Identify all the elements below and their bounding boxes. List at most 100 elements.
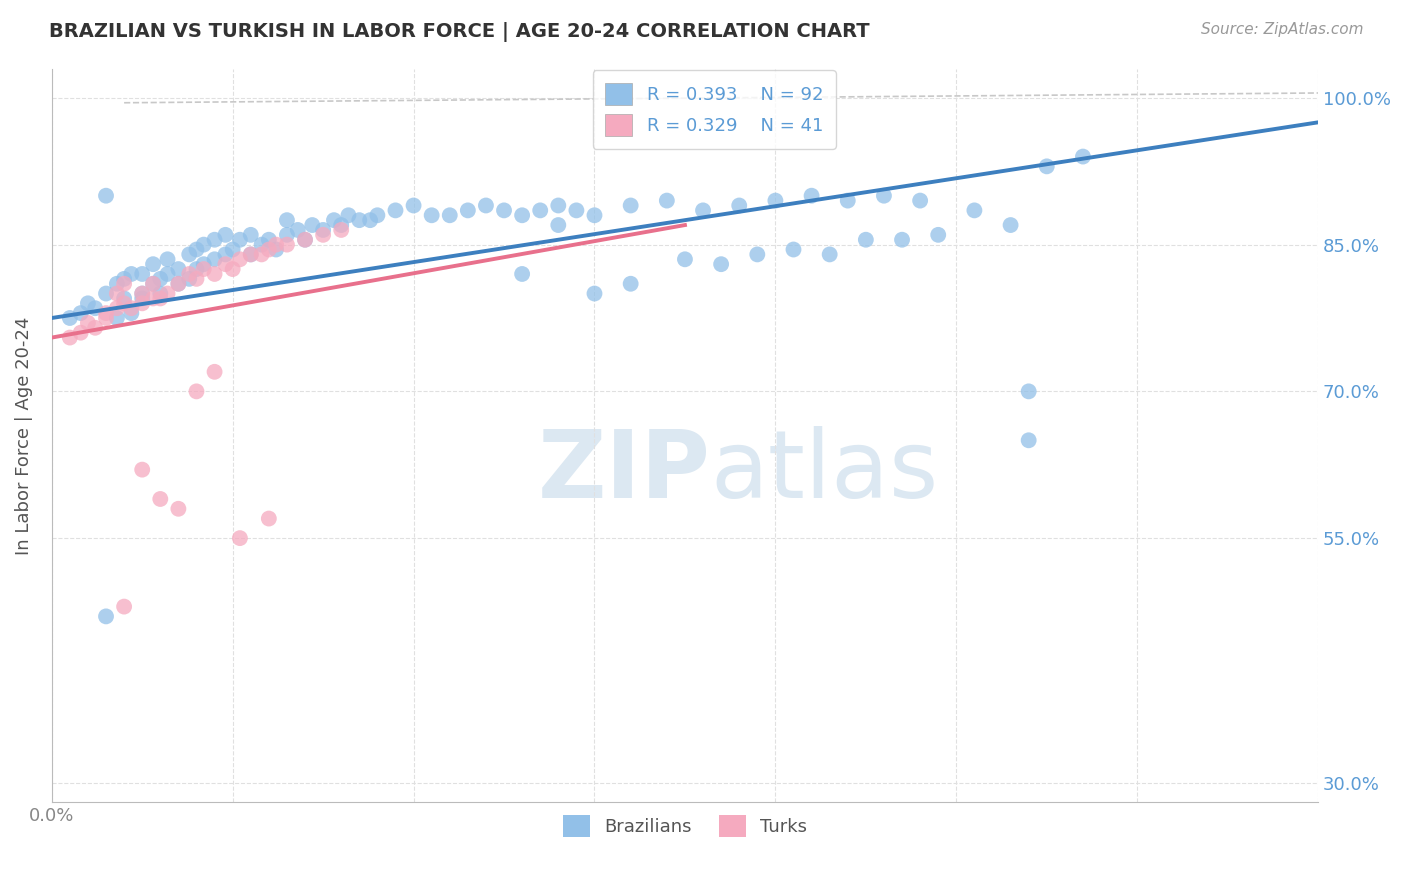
Point (94, 188, 117, 202)
Point (69, 306, 91, 320)
Point (142, 292, 165, 306)
Point (301, 218, 323, 232)
Point (710, 257, 733, 271)
Point (257, 243, 280, 257)
Point (330, 223, 353, 237)
Point (193, 262, 215, 277)
Point (673, 252, 696, 267)
Point (142, 257, 165, 271)
Point (963, 203, 986, 218)
Point (94, 310, 117, 325)
Point (1036, 159, 1059, 173)
Point (229, 252, 252, 267)
Point (105, 277, 128, 291)
Point (420, 208, 443, 222)
Point (214, 227, 236, 242)
Point (457, 203, 479, 218)
Point (276, 237, 298, 252)
Point (149, 272, 172, 286)
Text: atlas: atlas (710, 426, 939, 518)
Point (131, 296, 153, 310)
Point (384, 203, 406, 218)
Point (908, 194, 931, 208)
Point (264, 237, 287, 252)
Point (131, 292, 153, 306)
Point (264, 243, 287, 257)
Point (891, 233, 914, 247)
Point (59, 310, 82, 325)
Point (156, 286, 179, 301)
Point (112, 296, 135, 310)
Point (94, 306, 117, 320)
Point (547, 198, 569, 212)
Point (800, 188, 823, 202)
Point (855, 233, 877, 247)
Point (120, 306, 142, 320)
Text: BRAZILIAN VS TURKISH IN LABOR FORCE | AGE 20-24 CORRELATION CHART: BRAZILIAN VS TURKISH IN LABOR FORCE | AG… (49, 22, 870, 42)
Point (229, 531, 252, 545)
Point (1018, 434, 1040, 448)
Point (620, 277, 643, 291)
Point (105, 301, 128, 316)
Point (84, 320, 107, 334)
Point (439, 208, 461, 222)
Point (167, 277, 190, 291)
Point (131, 267, 153, 281)
Point (873, 188, 896, 202)
Point (337, 208, 360, 222)
Point (475, 198, 498, 212)
Point (583, 208, 606, 222)
Point (120, 301, 142, 316)
Point (402, 198, 425, 212)
Point (149, 491, 172, 506)
Point (204, 267, 226, 281)
Point (105, 286, 128, 301)
Point (112, 272, 135, 286)
Point (94, 286, 117, 301)
Point (692, 203, 714, 218)
Point (323, 213, 346, 227)
Point (250, 237, 273, 252)
Point (728, 198, 751, 212)
Point (763, 194, 786, 208)
Point (179, 267, 201, 281)
Point (69, 326, 91, 340)
Point (359, 213, 381, 227)
Point (294, 233, 316, 247)
Point (167, 501, 190, 516)
Point (156, 252, 179, 267)
Point (287, 223, 309, 237)
Point (142, 277, 165, 291)
Point (84, 301, 107, 316)
Point (1000, 218, 1022, 232)
Point (239, 247, 262, 261)
Point (131, 286, 153, 301)
Point (204, 365, 226, 379)
Point (655, 194, 678, 208)
Point (149, 286, 172, 301)
Point (330, 218, 353, 232)
Point (366, 208, 388, 222)
Point (818, 247, 841, 261)
Point (239, 247, 262, 261)
Point (747, 247, 769, 261)
Point (131, 462, 153, 476)
Point (312, 227, 335, 242)
Point (186, 243, 208, 257)
Point (167, 262, 190, 277)
Point (59, 330, 82, 344)
Point (186, 272, 208, 286)
Y-axis label: In Labor Force | Age 20-24: In Labor Force | Age 20-24 (15, 316, 32, 555)
Point (349, 213, 371, 227)
Point (77, 296, 100, 310)
Point (547, 218, 569, 232)
Text: ZIP: ZIP (537, 426, 710, 518)
Point (186, 384, 208, 399)
Point (120, 267, 142, 281)
Point (142, 277, 165, 291)
Point (112, 599, 135, 614)
Point (229, 233, 252, 247)
Point (193, 237, 215, 252)
Point (927, 227, 949, 242)
Point (583, 286, 606, 301)
